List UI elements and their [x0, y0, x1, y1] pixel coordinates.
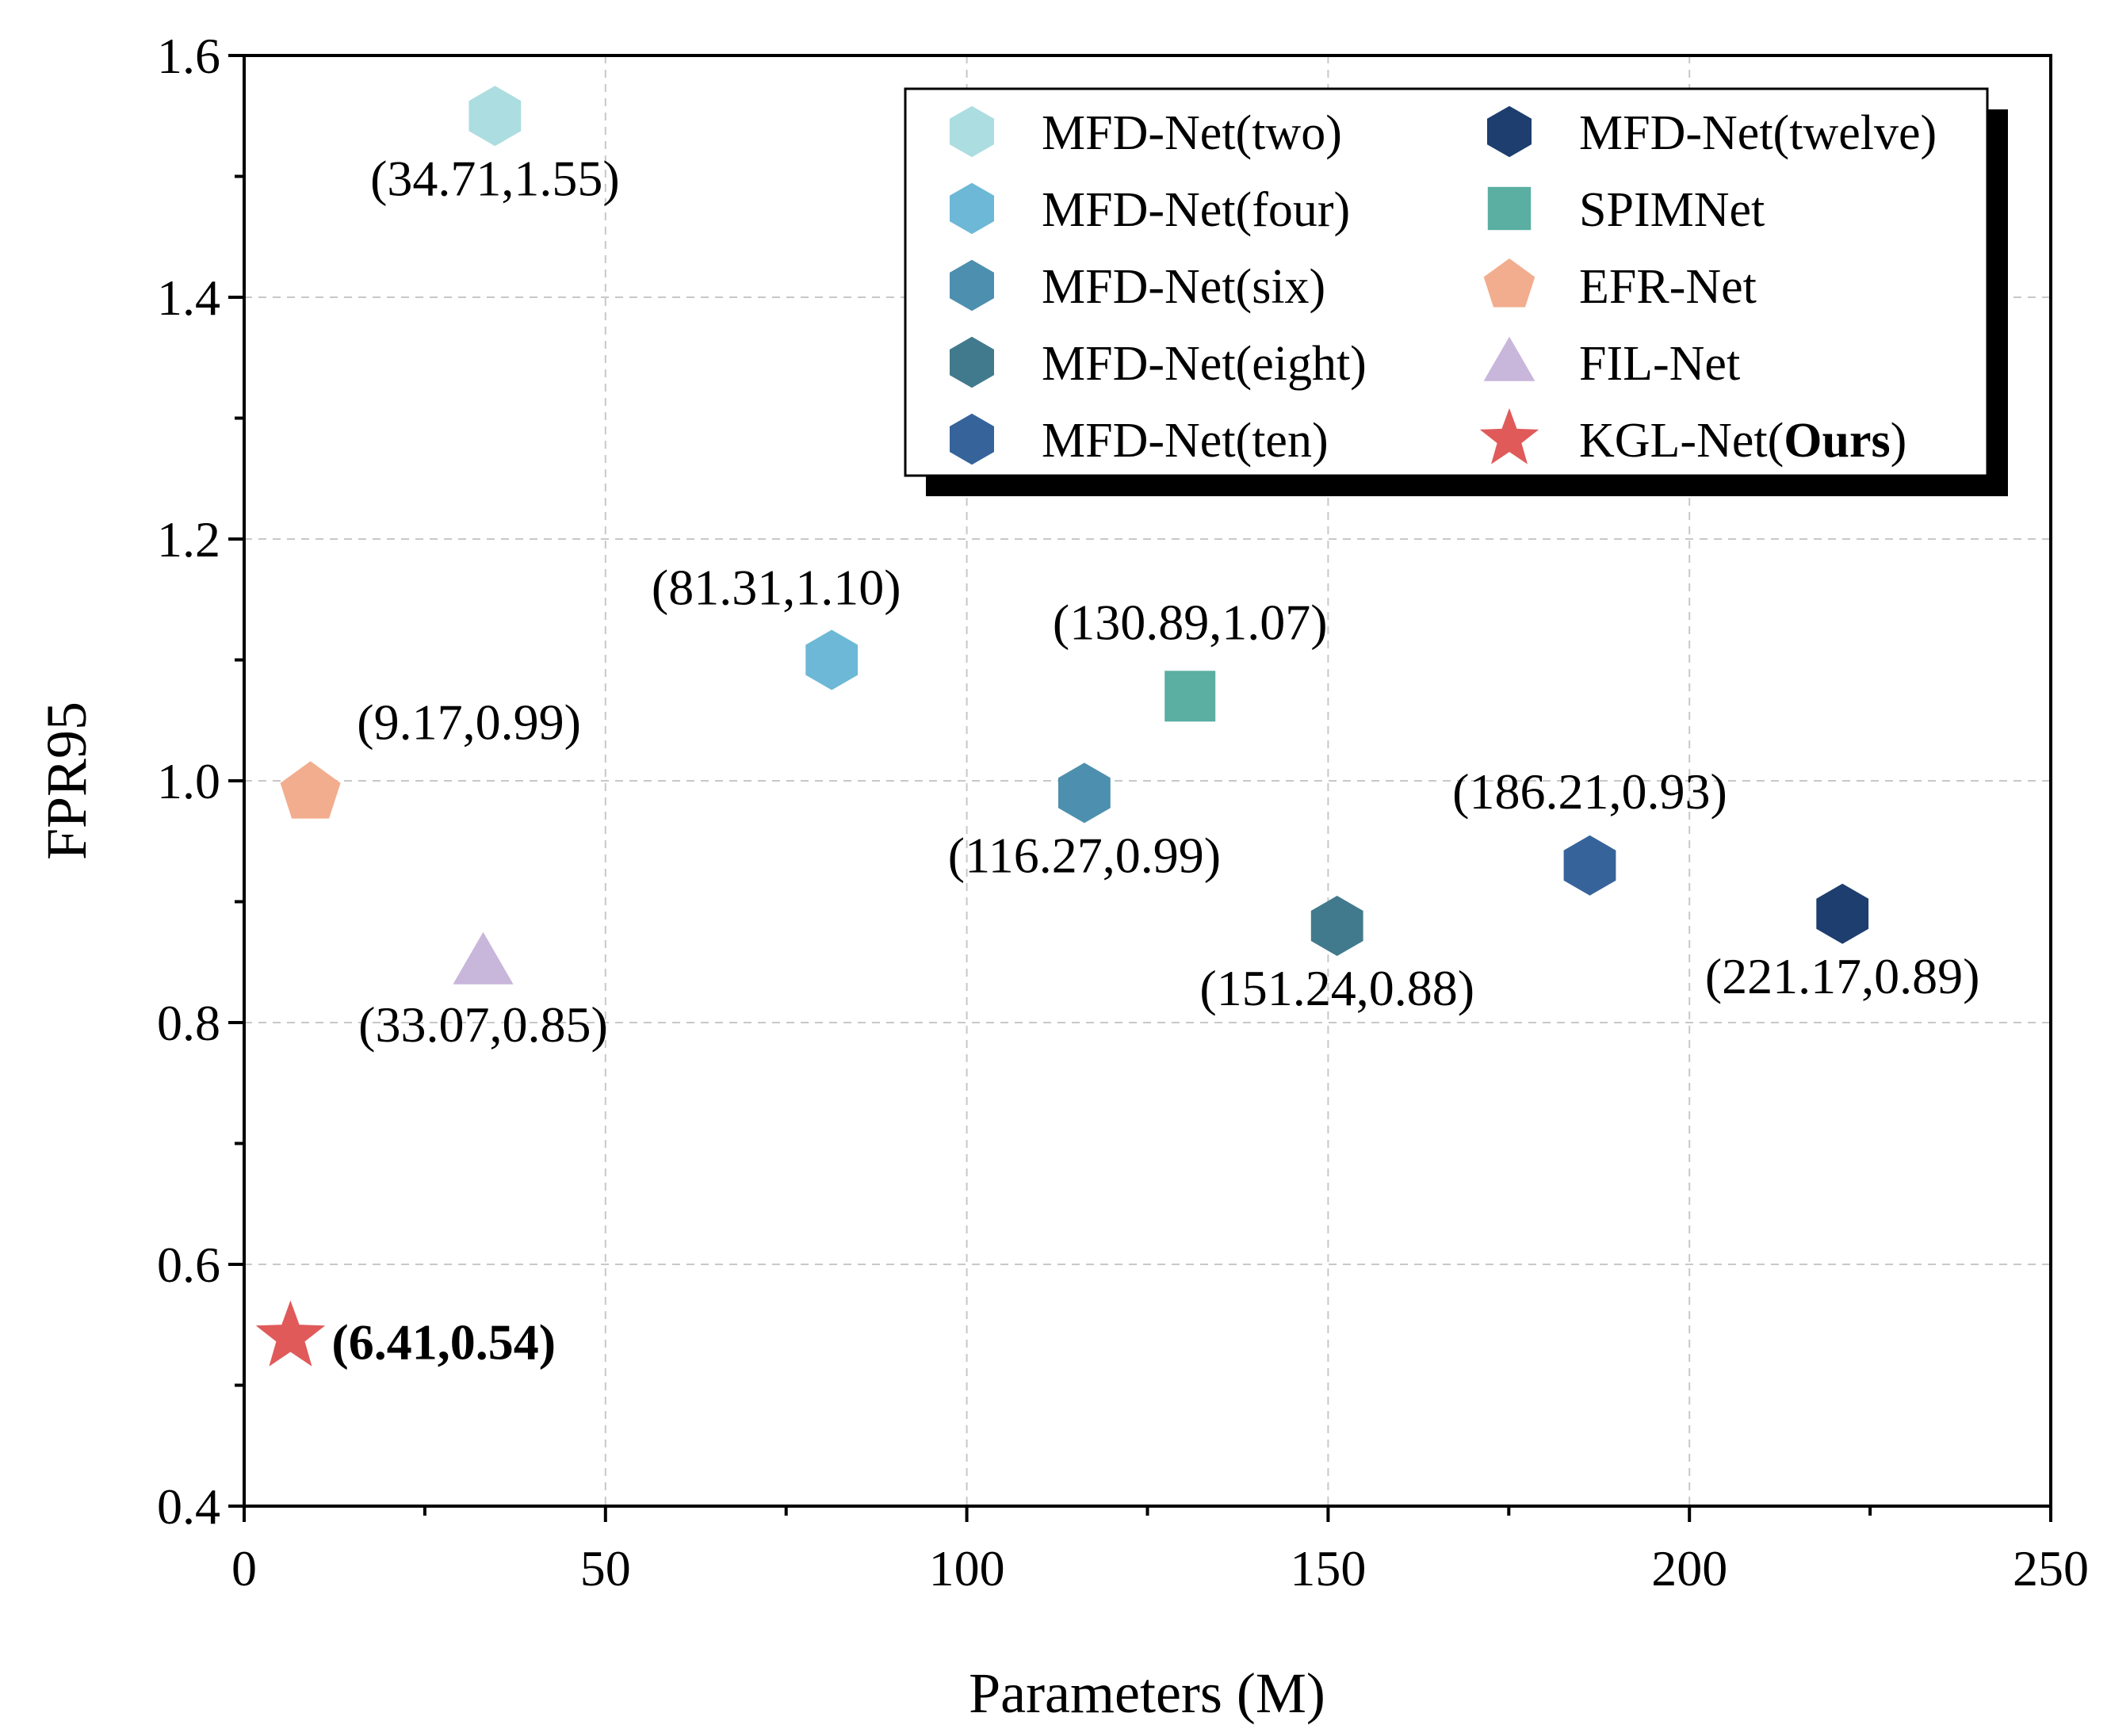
data-label: (33.07,0.85): [358, 996, 608, 1053]
data-label: (116.27,0.99): [948, 827, 1221, 883]
legend-marker: [950, 413, 994, 465]
legend-label: SPIMNet: [1579, 183, 1765, 237]
legend-marker: [1483, 336, 1535, 381]
x-tick-label: 50: [580, 1540, 631, 1596]
legend-label: MFD-Net(two): [1042, 106, 1342, 160]
data-point: [1164, 671, 1216, 722]
y-axis: 0.4 0.6 0.8 1.0 1.2 1.4 1.6: [157, 28, 244, 1535]
legend-label: MFD-Net(eight): [1042, 337, 1367, 391]
legend-marker: [950, 182, 994, 235]
data-point: [1058, 763, 1111, 824]
data-label: (130.89,1.07): [1053, 594, 1328, 650]
x-tick-label: 100: [929, 1540, 1005, 1596]
legend-label: MFD-Net(ten): [1042, 414, 1329, 468]
data-labels: (34.71,1.55) (81.31,1.10) (116.27,0.99) (15…: [331, 150, 1979, 1370]
data-label: (34.71,1.55): [370, 150, 620, 206]
data-points: [255, 86, 1869, 1367]
data-label: (9.17,0.99): [357, 694, 581, 750]
y-tick-label: 0.4: [157, 1478, 220, 1535]
data-point: [1816, 883, 1869, 944]
data-label: (81.31,1.10): [652, 560, 901, 616]
legend-marker: [1479, 407, 1539, 465]
x-tick-label: 0: [231, 1540, 257, 1596]
legend-marker: [1487, 186, 1532, 231]
legend-marker: [950, 259, 994, 312]
legend-marker: [1483, 258, 1535, 308]
data-label: (6.41,0.54): [331, 1314, 556, 1371]
data-point: [453, 931, 514, 985]
y-axis-label: FPR95: [35, 702, 98, 860]
x-tick-label: 150: [1290, 1540, 1366, 1596]
legend-label: FIL-Net: [1579, 337, 1740, 391]
data-point: [1310, 896, 1363, 956]
data-label: (151.24,0.88): [1199, 960, 1474, 1016]
data-point: [468, 86, 522, 147]
data-point: [280, 761, 341, 819]
legend-label: MFD-Net(four): [1042, 183, 1350, 237]
y-tick-label: 1.6: [157, 28, 220, 84]
x-tick-label: 250: [2013, 1540, 2089, 1596]
y-tick-label: 0.8: [157, 995, 220, 1051]
y-tick-label: 0.6: [157, 1237, 220, 1293]
data-label: (221.17,0.89): [1705, 948, 1980, 1004]
legend-marker: [950, 336, 994, 388]
legend-label: MFD-Net(six): [1042, 260, 1325, 314]
legend-marker: [1487, 105, 1532, 158]
legend-box: [904, 87, 1989, 477]
data-label: (186.21,0.93): [1452, 763, 1727, 820]
x-axis: 0 50 100 150 200 250: [231, 1506, 2089, 1596]
y-tick-label: 1.4: [157, 270, 220, 326]
legend-label: MFD-Net(twelve): [1579, 106, 1937, 160]
data-point: [255, 1300, 326, 1367]
y-tick-label: 1.0: [157, 753, 220, 809]
legend: MFD-Net(two) MFD-Net(four) MFD-Net(six) MFD…: [904, 87, 2008, 496]
legend-marker: [950, 105, 994, 158]
x-tick-label: 200: [1651, 1540, 1727, 1596]
data-point: [1563, 835, 1616, 896]
legend-label: KGL-Net(Ours): [1579, 414, 1906, 468]
y-tick-label: 1.2: [157, 511, 220, 568]
data-point: [805, 629, 859, 690]
x-axis-label: Parameters (M): [969, 1661, 1325, 1725]
legend-label: EFR-Net: [1579, 260, 1757, 314]
